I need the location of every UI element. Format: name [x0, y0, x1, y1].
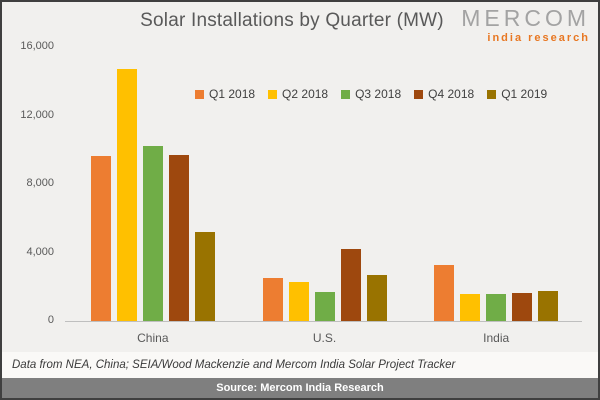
legend-swatch-icon [414, 89, 424, 99]
legend-swatch-icon [268, 89, 278, 99]
legend-swatch-icon [195, 89, 204, 99]
legend-label: Q4 2018 [428, 87, 475, 101]
legend-item: Q2 2018 [268, 87, 328, 101]
bar-india-q1-2019 [538, 291, 559, 321]
source-bar: Source: Mercom India Research [2, 378, 598, 398]
bar-us-q3-2018 [314, 291, 335, 321]
bar-india-q3-2018 [486, 293, 507, 321]
bar-india-q1-2018 [434, 265, 455, 321]
legend-swatch-icon [341, 89, 351, 99]
legend-item: Q3 2018 [341, 87, 401, 101]
bar-india-q4-2018 [512, 292, 533, 321]
bar-us-q4-2018 [340, 249, 361, 321]
y-axis-tick-label: 4,000 [26, 245, 54, 258]
legend-item: Q1 2018 [195, 87, 255, 101]
logo-subtitle-text: india research [487, 32, 590, 44]
y-axis-tick-label: 12,000 [20, 108, 54, 121]
logo-brand-text: MERCOM [461, 5, 590, 31]
bar-us-q1-2019 [366, 274, 387, 321]
chart-legend: Q1 2018 Q2 2018 Q3 2018 Q4 2018 Q1 2019 [195, 87, 547, 101]
legend-label: Q1 2019 [501, 87, 548, 101]
bar-china-q1-2019 [194, 231, 215, 321]
x-axis-category-label: U.S. [312, 331, 337, 345]
data-footnote: Data from NEA, China; SEIA/Wood Mackenzi… [2, 352, 598, 378]
y-axis-tick-label: 0 [47, 314, 54, 326]
bar-china-q2-2018 [116, 69, 137, 321]
legend-label: Q2 2018 [282, 87, 329, 101]
legend-label: Q1 2018 [209, 87, 256, 101]
bar-india-q2-2018 [460, 293, 481, 321]
legend-swatch-icon [487, 89, 497, 99]
bar-china-q4-2018 [168, 154, 189, 321]
bar-china-q3-2018 [142, 146, 163, 321]
x-axis-category-label: India [483, 331, 510, 345]
y-axis-tick-label: 16,000 [20, 40, 54, 52]
x-axis-category-label: China [137, 331, 169, 345]
y-axis-tick-label: 8,000 [26, 177, 54, 189]
x-axis-line [65, 321, 582, 322]
legend-label: Q3 2018 [355, 87, 402, 101]
chart-title: Solar Installations by Quarter (MW) [140, 10, 444, 31]
legend-item: Q4 2018 [414, 87, 474, 101]
mercom-logo: MERCOM india research [461, 7, 590, 44]
legend-item: Q1 2019 [487, 87, 547, 101]
bar-china-q1-2018 [90, 155, 111, 321]
bar-us-q1-2018 [262, 278, 283, 321]
bar-us-q2-2018 [288, 281, 309, 321]
